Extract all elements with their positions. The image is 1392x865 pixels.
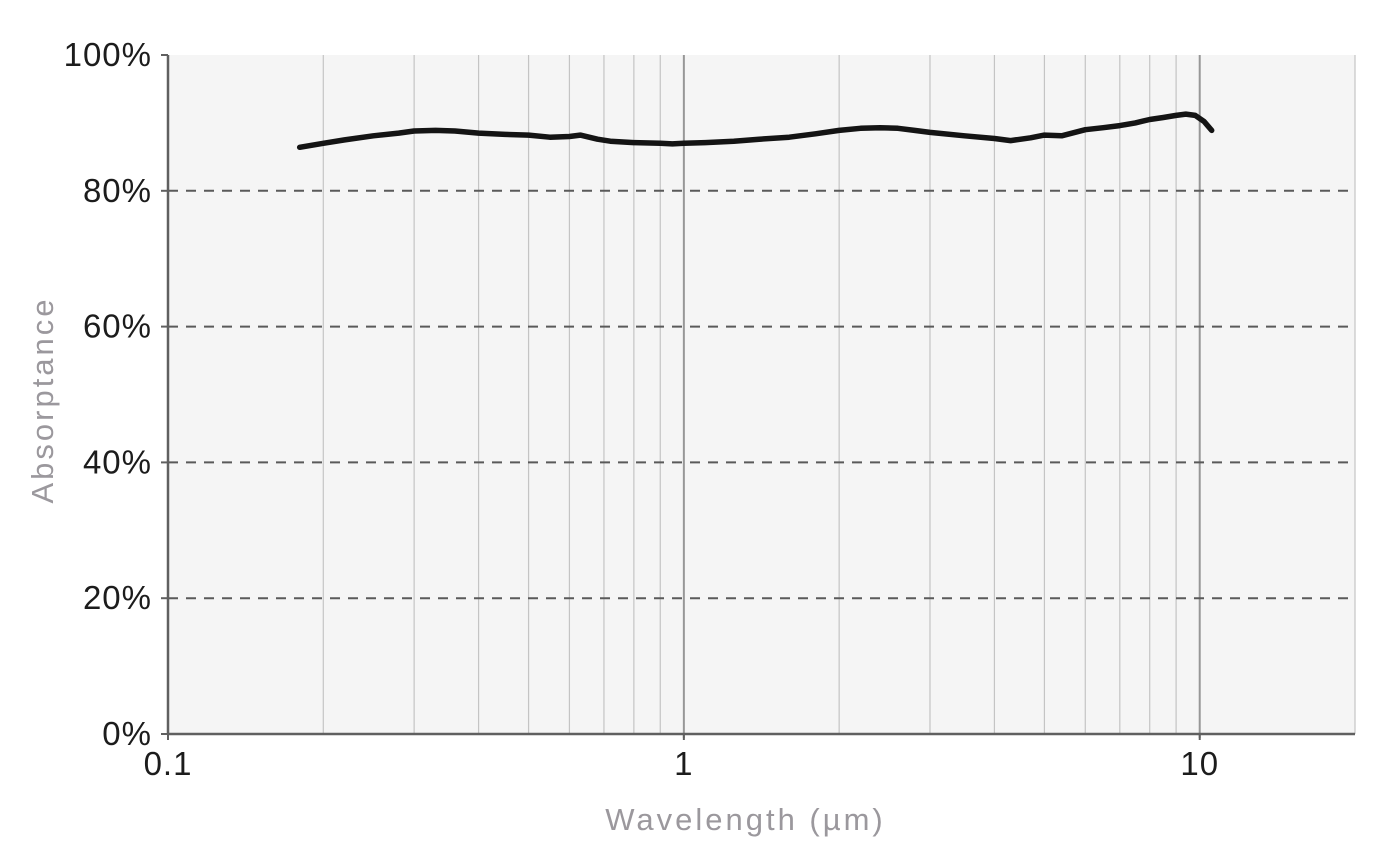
y-tick-label: 0% bbox=[102, 715, 152, 752]
y-tick-label: 40% bbox=[83, 443, 152, 480]
x-tick-label: 0.1 bbox=[144, 745, 193, 782]
axes bbox=[166, 55, 1355, 736]
x-axis-title: Wavelength (µm) bbox=[605, 802, 886, 837]
y-axis-title: Absorptance bbox=[25, 296, 60, 504]
major-gridlines bbox=[682, 55, 1201, 738]
minor-gridlines bbox=[322, 55, 1356, 734]
y-tick-label: 80% bbox=[83, 172, 152, 209]
x-tick-label: 1 bbox=[674, 745, 693, 782]
x-tick-label: 10 bbox=[1180, 745, 1219, 782]
tick-marks bbox=[161, 54, 1201, 740]
absorptance-line bbox=[296, 111, 1215, 151]
y-tick-label: 100% bbox=[64, 36, 152, 73]
plot-area bbox=[168, 55, 1355, 734]
y-tick-label: 20% bbox=[83, 579, 152, 616]
y-tick-label: 60% bbox=[83, 308, 152, 345]
